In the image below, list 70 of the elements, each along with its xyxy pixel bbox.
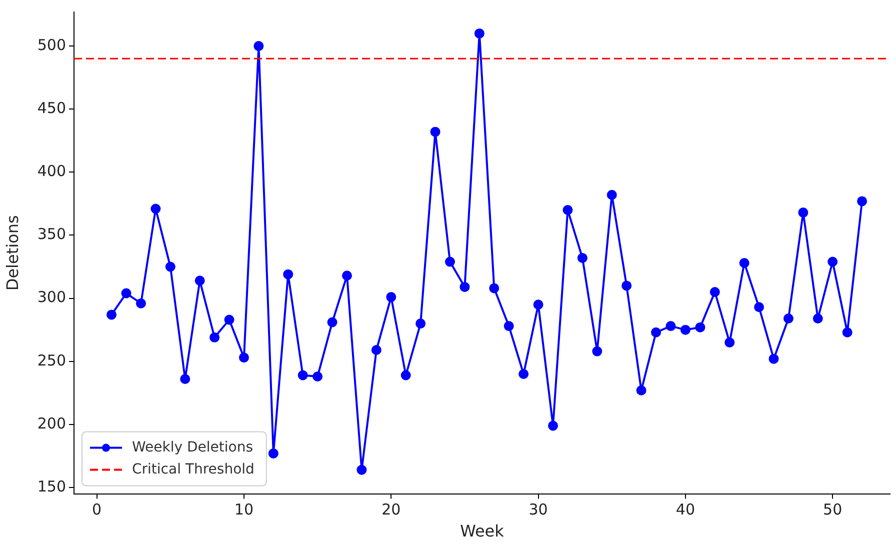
point [842, 327, 852, 338]
point [651, 327, 662, 338]
point [150, 204, 161, 214]
point [342, 270, 352, 281]
point [298, 370, 308, 380]
x-tick-label: 10 [234, 500, 254, 519]
y-tick-label: 200 [37, 414, 66, 432]
point [460, 282, 470, 292]
point [283, 269, 294, 280]
point [180, 374, 190, 384]
y-tick-label: 300 [37, 288, 66, 306]
point [857, 196, 868, 206]
y-tick-label: 350 [37, 225, 66, 244]
point [592, 346, 602, 356]
point [710, 287, 720, 297]
x-tick-label: 50 [823, 500, 842, 519]
y-tick-label: 150 [37, 477, 66, 496]
point [356, 464, 367, 475]
legend-label: Weekly Deletions [132, 439, 253, 456]
point [268, 448, 278, 458]
point [783, 313, 794, 324]
point [106, 310, 117, 320]
point [254, 41, 264, 52]
y-axis-title: Deletions [2, 215, 22, 291]
point [622, 280, 632, 291]
point [474, 28, 484, 38]
point [312, 372, 323, 382]
point [136, 298, 146, 308]
point [400, 370, 411, 380]
point [812, 313, 823, 324]
legend-label: Critical Threshold [132, 461, 254, 478]
point [238, 352, 249, 363]
point [577, 252, 588, 263]
point [562, 205, 573, 216]
x-tick-label: 40 [676, 500, 695, 519]
point [430, 126, 440, 137]
x-axis-title: Week [460, 522, 505, 541]
point [386, 292, 396, 302]
x-tick-label: 30 [528, 500, 548, 519]
point [489, 283, 500, 294]
point [606, 190, 617, 200]
point [548, 420, 558, 431]
y-tick-label: 400 [37, 162, 66, 180]
point [444, 256, 455, 267]
point [121, 288, 132, 298]
point [371, 345, 382, 356]
y-tick-label: 450 [37, 99, 66, 118]
point [828, 256, 838, 267]
point [194, 276, 205, 286]
point [416, 318, 426, 329]
point [504, 321, 514, 332]
point [224, 314, 234, 325]
x-tick-label: 0 [92, 500, 102, 519]
point [666, 321, 676, 332]
point [798, 208, 808, 218]
point [636, 385, 646, 396]
point [739, 258, 750, 268]
point [695, 322, 706, 332]
point [518, 368, 529, 379]
point [210, 332, 220, 342]
y-tick-label: 250 [37, 351, 66, 370]
y-tick-label: 500 [37, 36, 66, 54]
point [754, 302, 764, 312]
point [533, 300, 544, 310]
point [724, 337, 735, 348]
point [680, 324, 690, 335]
point [165, 262, 176, 272]
point [768, 354, 779, 364]
x-tick-label: 20 [382, 500, 401, 519]
point [327, 317, 338, 328]
